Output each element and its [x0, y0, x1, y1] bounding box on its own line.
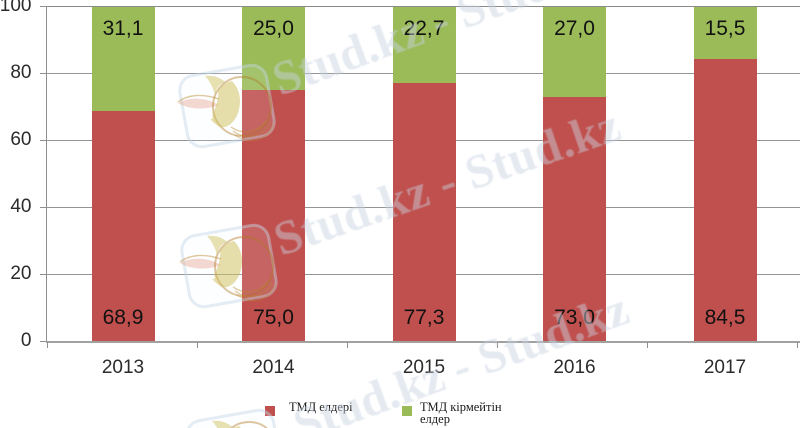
svg-text:Stud.kz - Stud.kz: Stud.kz - Stud.kz — [287, 282, 636, 428]
svg-text:Stud.kz - Stud.kz: Stud.kz - Stud.kz — [266, 0, 615, 106]
svg-text:Stud.kz - Stud.kz: Stud.kz - Stud.kz — [267, 98, 627, 266]
